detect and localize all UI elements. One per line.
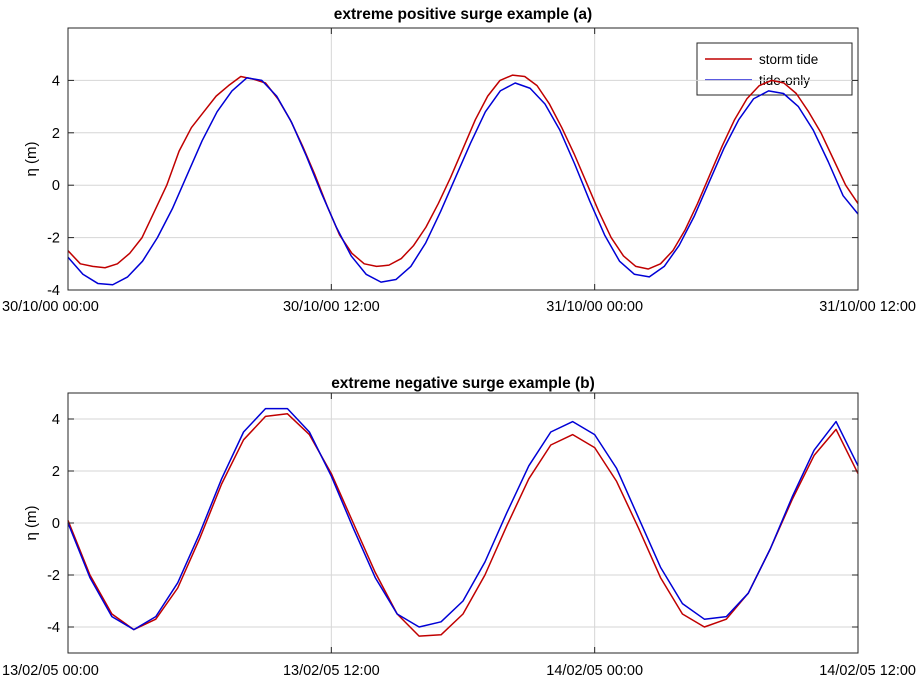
y-tick-label: 2 xyxy=(52,464,60,480)
panel-a: extreme positive surge example (a) η (m)… xyxy=(2,6,916,315)
x-tick-label: 14/02/05 00:00 xyxy=(546,663,643,679)
y-tick-label: -2 xyxy=(47,231,60,247)
series-line-tide-only xyxy=(67,77,859,286)
x-tick-label: 14/02/05 12:00 xyxy=(819,663,916,679)
y-tick-label: 2 xyxy=(52,126,60,142)
y-tick-label: -4 xyxy=(47,620,60,636)
x-tick-label: 31/10/00 12:00 xyxy=(819,299,916,315)
x-tick-label: 13/02/05 00:00 xyxy=(2,663,99,679)
plot-frame xyxy=(67,27,859,291)
x-tick-label: 30/10/00 00:00 xyxy=(2,299,99,315)
y-axis-label-a: η (m) xyxy=(23,142,40,177)
y-tick-label: 4 xyxy=(52,412,60,428)
y-tick-label: -4 xyxy=(47,283,60,299)
y-tick-label: 0 xyxy=(52,516,60,532)
chart-title-a: extreme positive surge example (a) xyxy=(334,6,592,23)
panel-b: extreme negative surge example (b) η (m)… xyxy=(2,375,916,679)
y-tick-label: 4 xyxy=(52,73,60,89)
series-line-storm-tide xyxy=(67,413,859,637)
y-axis-label-b: η (m) xyxy=(23,506,40,541)
y-tick-label: 0 xyxy=(52,178,60,194)
x-tick-label: 31/10/00 00:00 xyxy=(546,299,643,315)
x-tick-label: 13/02/05 12:00 xyxy=(283,663,380,679)
chart-title-b: extreme negative surge example (b) xyxy=(331,375,595,392)
x-tick-label: 30/10/00 12:00 xyxy=(283,299,380,315)
legend-box xyxy=(696,42,853,96)
y-tick-label: -2 xyxy=(47,568,60,584)
series-line-storm-tide xyxy=(67,74,859,270)
series-line-tide-only xyxy=(67,407,859,631)
legend-label: storm tide xyxy=(759,52,818,67)
